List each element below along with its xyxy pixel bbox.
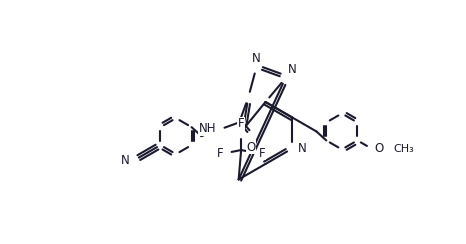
Text: O: O (247, 141, 256, 153)
Text: F: F (259, 147, 266, 160)
Text: F: F (238, 118, 245, 131)
Text: F: F (217, 147, 223, 160)
Text: CH₃: CH₃ (393, 144, 414, 154)
Text: O: O (375, 142, 384, 155)
Text: N: N (252, 52, 260, 65)
Text: N: N (298, 142, 307, 155)
Text: N: N (121, 154, 130, 167)
Text: N: N (288, 63, 297, 76)
Text: NH: NH (199, 122, 216, 135)
